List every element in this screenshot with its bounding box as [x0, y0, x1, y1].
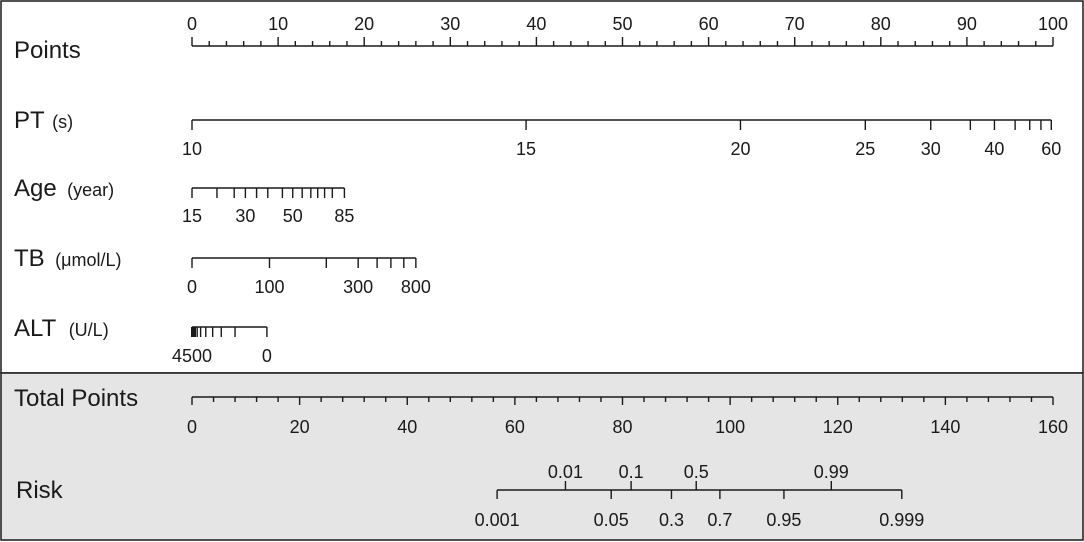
- tb-unit: (μmol/L): [55, 250, 121, 270]
- alt-dense-ticks: [191, 327, 196, 337]
- risk-tick-label: 0.5: [684, 462, 709, 482]
- age-tick-label: 15: [182, 206, 202, 226]
- age-tick-label: 85: [334, 206, 354, 226]
- risk-tick-label: 0.01: [548, 462, 583, 482]
- risk-tick-label: 0.3: [659, 510, 684, 530]
- risk-tick-label: 0.7: [707, 510, 732, 530]
- pt-tick-label: 30: [921, 139, 941, 159]
- alt-tick-label: 4500: [172, 346, 212, 366]
- age-label: Age: [14, 175, 57, 202]
- age-tick-label: 30: [235, 206, 255, 226]
- total-points-tick-label: 160: [1038, 417, 1068, 437]
- tb-tick-label: 800: [401, 277, 431, 297]
- pt-tick-label: 40: [984, 139, 1004, 159]
- points-tick-label: 30: [440, 14, 460, 34]
- points-tick-label: 80: [871, 14, 891, 34]
- alt-row-label: ALT (U/L): [14, 315, 109, 342]
- total-points-tick-label: 120: [823, 417, 853, 437]
- age-tick-label: 50: [283, 206, 303, 226]
- points-tick-label: 40: [526, 14, 546, 34]
- tb-label: TB: [14, 245, 45, 272]
- risk-tick-label: 0.95: [766, 510, 801, 530]
- tb-tick-label: 100: [254, 277, 284, 297]
- risk-label: Risk: [16, 477, 64, 504]
- pt-row-label: PT (s): [14, 107, 73, 134]
- total-points-tick-label: 20: [290, 417, 310, 437]
- alt-tick-label: 0: [262, 346, 272, 366]
- total-points-label: Total Points: [14, 385, 138, 412]
- pt-tick-label: 10: [182, 139, 202, 159]
- points-tick-label: 60: [699, 14, 719, 34]
- upper-panel: [0, 0, 1084, 374]
- risk-tick-label: 0.999: [879, 510, 924, 530]
- tb-tick-label: 0: [187, 277, 197, 297]
- pt-tick-label: 25: [855, 139, 875, 159]
- risk-tick-label: 0.1: [619, 462, 644, 482]
- points-tick-label: 70: [785, 14, 805, 34]
- nomogram-axes: 0 10 20 30 40 50 60 70 80 90 100 10 15 20 25 30 40 60 15 30…: [172, 14, 1068, 530]
- total-points-tick-label: 80: [612, 417, 632, 437]
- age-unit: (year): [67, 180, 114, 200]
- points-tick-label: 10: [268, 14, 288, 34]
- alt-unit: (U/L): [69, 320, 109, 340]
- points-tick-label: 50: [612, 14, 632, 34]
- points-tick-label: 100: [1038, 14, 1068, 34]
- risk-tick-label: 0.001: [475, 510, 520, 530]
- tb-tick-label: 300: [343, 277, 373, 297]
- tb-row-label: TB (μmol/L): [14, 245, 122, 272]
- pt-tick-label: 20: [730, 139, 750, 159]
- pt-unit: (s): [52, 112, 73, 132]
- total-points-tick-label: 40: [397, 417, 417, 437]
- points-tick-label: 0: [187, 14, 197, 34]
- total-points-tick-label: 0: [187, 417, 197, 437]
- risk-tick-label: 0.05: [594, 510, 629, 530]
- total-points-tick-label: 140: [930, 417, 960, 437]
- pt-tick-label: 15: [516, 139, 536, 159]
- total-points-tick-label: 60: [505, 417, 525, 437]
- pt-tick-label: 60: [1041, 139, 1061, 159]
- points-tick-label: 20: [354, 14, 374, 34]
- risk-tick-label: 0.99: [814, 462, 849, 482]
- pt-label: PT: [14, 107, 45, 134]
- points-tick-label: 90: [957, 14, 977, 34]
- total-points-tick-label: 100: [715, 417, 745, 437]
- alt-label: ALT: [14, 315, 57, 342]
- points-label: Points: [14, 37, 81, 64]
- age-row-label: Age (year): [14, 175, 114, 202]
